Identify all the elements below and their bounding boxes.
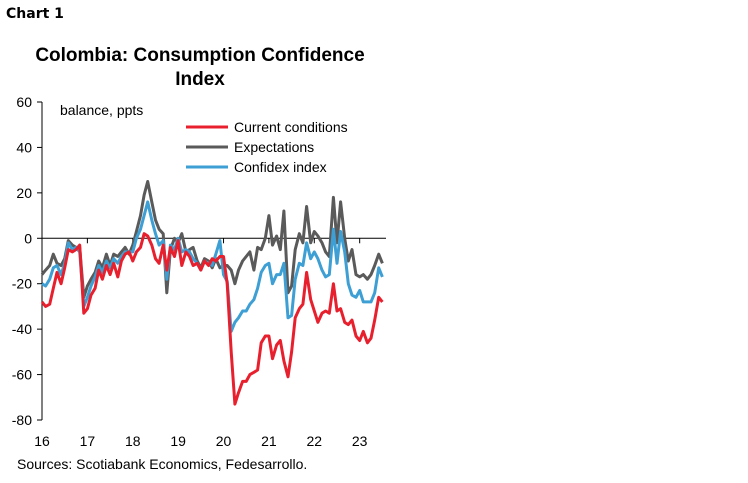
chart-series bbox=[40, 180, 384, 406]
legend-label-confidex: Confidex index bbox=[234, 159, 327, 175]
legend: Current conditions Expectations Confidex i… bbox=[186, 119, 348, 175]
x-tick-label: 21 bbox=[261, 433, 277, 449]
x-tick-label: 22 bbox=[307, 433, 323, 449]
x-tick-label: 17 bbox=[80, 433, 96, 449]
series-line-current bbox=[40, 232, 384, 406]
series-line-confidex bbox=[41, 200, 384, 333]
x-tick-label: 16 bbox=[34, 433, 50, 449]
y-tick-label: 40 bbox=[16, 139, 32, 155]
x-tick-label: 20 bbox=[216, 433, 232, 449]
legend-label-current: Current conditions bbox=[234, 119, 348, 135]
y-tick-label: 60 bbox=[16, 94, 32, 110]
y-tick-label: 20 bbox=[16, 185, 32, 201]
chart-number-label: Chart 1 bbox=[6, 6, 64, 22]
chart-title: Colombia: Consumption Confidence Index bbox=[35, 45, 365, 90]
y-tick-label: -40 bbox=[12, 321, 32, 337]
y-tick-label: -80 bbox=[12, 412, 32, 428]
x-tick-label: 18 bbox=[125, 433, 141, 449]
y-tick-label: 0 bbox=[24, 230, 32, 246]
x-tick-label: 23 bbox=[352, 433, 368, 449]
x-tick-label: 19 bbox=[170, 433, 186, 449]
legend-label-expectations: Expectations bbox=[234, 139, 314, 155]
y-tick-label: -60 bbox=[12, 367, 32, 383]
y-axis-unit-label: balance, ppts bbox=[60, 102, 143, 118]
y-tick-label: -20 bbox=[12, 276, 32, 292]
chart-axes bbox=[41, 102, 386, 420]
series-line-expectations bbox=[40, 180, 384, 299]
source-note: Sources: Scotiabank Economics, Fedesarro… bbox=[17, 456, 308, 472]
chart-ticks: -80 -60 -40 -20 0 20 40 60 16 17 18 19 20 21 22 23 bbox=[12, 94, 368, 449]
